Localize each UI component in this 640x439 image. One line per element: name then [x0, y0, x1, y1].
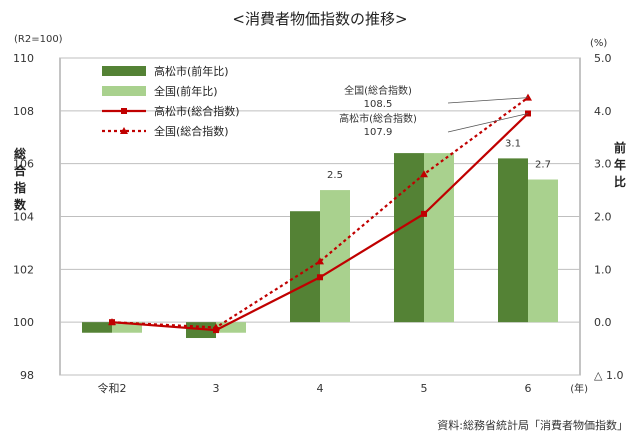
- x-tick-label: 3: [213, 382, 220, 395]
- left-tick-label: 100: [13, 316, 34, 329]
- x-tick-label: 令和2: [98, 381, 127, 395]
- bar-data-label: 2.7: [535, 160, 551, 171]
- left-tick-label: 104: [13, 211, 34, 224]
- callout-label: 全国(総合指数): [344, 84, 412, 97]
- right-tick-label: 5.0: [594, 52, 612, 65]
- bar-national: [112, 322, 142, 333]
- line-marker: [420, 170, 428, 178]
- callout-leader: [447, 113, 529, 133]
- callout-label: 高松市(総合指数): [339, 112, 417, 125]
- bar-takamatsu: [394, 153, 424, 323]
- right-tick-label: 2.0: [594, 211, 612, 224]
- left-tick-label: 98: [20, 369, 34, 382]
- left-tick-label: 102: [13, 263, 34, 276]
- x-tick-label: 6: [525, 382, 532, 395]
- bar-national: [216, 322, 246, 333]
- bar-takamatsu: [82, 322, 112, 333]
- right-axis-title-char: 年: [614, 157, 626, 172]
- bar-national: [424, 153, 454, 323]
- legend-marker: [120, 127, 128, 134]
- legend-label: 全国(総合指数): [154, 124, 229, 138]
- bar-data-label: 3.1: [505, 138, 521, 149]
- bar-data-label: 2.5: [327, 170, 343, 181]
- x-tick-label: 4: [317, 382, 324, 395]
- right-axis-title-char: 前: [614, 140, 626, 155]
- right-tick-label: 4.0: [594, 105, 612, 118]
- callout-leader: [447, 97, 529, 104]
- legend-swatch: [102, 86, 146, 96]
- bar-takamatsu: [290, 211, 320, 323]
- left-tick-label: 110: [13, 52, 34, 65]
- left-tick-label: 108: [13, 105, 34, 118]
- legend-label: 全国(前年比): [154, 84, 218, 98]
- right-tick-label: 1.0: [594, 263, 612, 276]
- legend-label: 高松市(総合指数): [154, 104, 240, 118]
- right-axis-title-char: 比: [614, 174, 626, 189]
- source-note: 資料:総務省統計局「消費者物価指数」: [437, 419, 628, 432]
- legend-marker: [121, 108, 127, 114]
- x-tick-label: 5: [421, 382, 428, 395]
- line-marker: [212, 323, 220, 331]
- callout-value: 107.9: [364, 127, 393, 138]
- left-axis-title-char: 指: [14, 180, 26, 195]
- right-tick-label: △ 1.0: [594, 369, 623, 382]
- left-axis-title-char: 合: [14, 163, 27, 178]
- bar-national: [528, 179, 558, 323]
- left-axis-unit: (R2=100): [14, 34, 63, 45]
- line-marker: [524, 93, 532, 101]
- chart-title: <消費者物価指数の推移>: [232, 10, 408, 28]
- line-marker: [421, 210, 427, 217]
- right-tick-label: 0.0: [594, 316, 612, 329]
- line-marker: [316, 257, 324, 265]
- right-axis-unit: (%): [590, 38, 607, 49]
- right-tick-label: 3.0: [594, 158, 612, 171]
- line-marker: [317, 274, 323, 281]
- left-axis-title-char: 数: [14, 197, 27, 212]
- legend-label: 高松市(前年比): [154, 64, 229, 78]
- bar-national: [320, 190, 350, 323]
- line-marker: [108, 318, 116, 326]
- callout-value: 108.5: [364, 99, 393, 110]
- x-axis-unit: (年): [570, 382, 588, 395]
- legend-swatch: [102, 66, 146, 76]
- bar-takamatsu: [498, 158, 528, 323]
- left-axis-title-char: 総: [14, 146, 26, 161]
- left-tick-label: 106: [13, 158, 34, 171]
